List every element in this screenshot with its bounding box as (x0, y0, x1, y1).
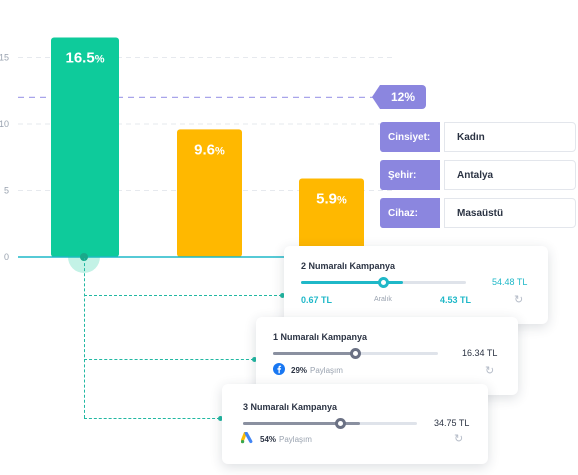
budget-slider-track[interactable] (243, 422, 417, 425)
filter-label: Şehir: (380, 160, 440, 190)
filter-value[interactable]: Antalya (444, 160, 576, 190)
refresh-icon[interactable]: ↻ (454, 433, 464, 445)
bar-unit: % (337, 195, 347, 207)
campaign-amount: 54.48 TL (492, 277, 528, 287)
filter-label: Cihaz: (380, 198, 440, 228)
bar-value-label: 16.5% (66, 50, 105, 67)
connector-dot (252, 357, 257, 362)
origin-marker-dot (80, 253, 88, 261)
refresh-icon[interactable]: ↻ (485, 365, 495, 377)
bar-unit: % (95, 54, 105, 66)
bar-value: 5.9 (316, 191, 337, 208)
range-min-value: 0.67 TL (301, 295, 333, 305)
bar (51, 37, 119, 257)
bar-value-label: 9.6% (194, 141, 225, 158)
budget-slider-fill (273, 352, 359, 355)
budget-slider-fill (243, 422, 360, 425)
bar-unit: % (215, 145, 225, 157)
y-tick-label: 15 (0, 53, 9, 63)
bar (177, 129, 242, 257)
share-percent: 54% (260, 435, 277, 444)
y-tick-label: 0 (4, 252, 9, 262)
google-ads-icon (241, 432, 253, 444)
connector-line (84, 295, 282, 296)
connector-line (84, 258, 85, 418)
connector-line (84, 418, 220, 419)
connector-dot (218, 416, 223, 421)
bar-value-label: 5.9% (316, 191, 347, 208)
refresh-icon[interactable]: ↻ (514, 294, 524, 306)
share-label: Paylaşım (279, 435, 312, 444)
facebook-icon (273, 363, 285, 375)
filter-value[interactable]: Masaüstü (444, 198, 576, 228)
campaign-title: 3 Numaralı Kampanya (243, 402, 338, 412)
filter-gender[interactable]: Cinsiyet: Kadın (380, 122, 576, 152)
share-stat: 29% Paylaşım (291, 366, 343, 375)
budget-slider-fill (301, 281, 404, 284)
campaign-title: 1 Numaralı Kampanya (273, 332, 368, 342)
campaign-amount: 16.34 TL (462, 348, 498, 358)
budget-slider-knob[interactable] (335, 418, 346, 429)
target-line-badge: 12% (372, 85, 426, 109)
campaign-card-2[interactable]: 2 Numaralı Kampanya 54.48 TL 0.67 TL Ara… (284, 246, 548, 324)
campaign-title: 2 Numaralı Kampanya (301, 261, 396, 271)
campaign-card-3[interactable]: 3 Numaralı Kampanya 34.75 TL 54% Paylaşım… (222, 384, 488, 464)
share-percent: 29% (291, 366, 308, 375)
range-max-value: 4.53 TL (440, 295, 472, 305)
filter-label: Cinsiyet: (380, 122, 440, 152)
campaign-amount: 34.75 TL (434, 418, 470, 428)
filter-city[interactable]: Şehir: Antalya (380, 160, 576, 190)
budget-slider-knob[interactable] (350, 348, 361, 359)
y-tick-label: 10 (0, 119, 9, 129)
filter-device[interactable]: Cihaz: Masaüstü (380, 198, 576, 228)
share-label: Paylaşım (310, 366, 343, 375)
share-stat: 54% Paylaşım (260, 435, 312, 444)
bar (299, 178, 364, 257)
range-label: Aralık (374, 296, 392, 303)
filter-value[interactable]: Kadın (444, 122, 576, 152)
budget-slider-knob[interactable] (378, 277, 389, 288)
connector-dot (280, 293, 285, 298)
bar-value: 9.6 (194, 141, 215, 158)
campaign-card-1[interactable]: 1 Numaralı Kampanya 16.34 TL 29% Paylaşım… (256, 317, 518, 395)
y-tick-label: 5 (4, 186, 9, 196)
bar-value: 16.5 (66, 50, 95, 67)
connector-line (84, 359, 254, 360)
